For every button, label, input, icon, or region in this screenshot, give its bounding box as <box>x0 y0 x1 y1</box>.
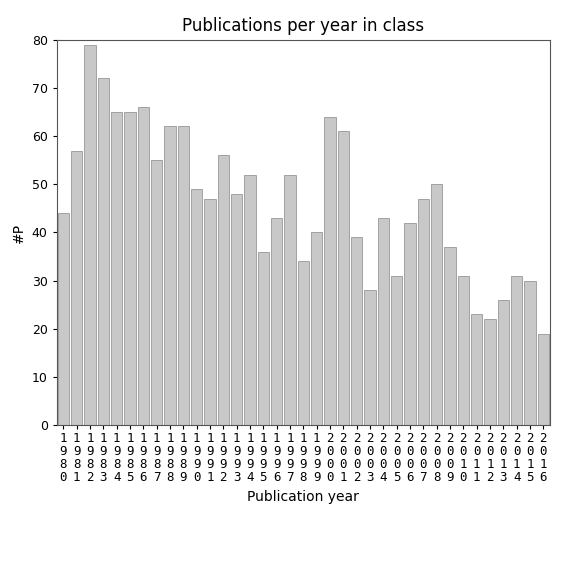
Bar <box>458 276 469 425</box>
Bar <box>431 184 442 425</box>
Bar <box>84 44 96 425</box>
Bar <box>111 112 122 425</box>
Bar <box>164 126 176 425</box>
Bar <box>471 314 483 425</box>
Bar <box>284 175 295 425</box>
Bar <box>498 300 509 425</box>
Bar <box>244 175 256 425</box>
Bar <box>445 247 456 425</box>
Bar <box>177 126 189 425</box>
X-axis label: Publication year: Publication year <box>247 490 359 503</box>
Bar <box>324 117 336 425</box>
Bar <box>71 150 82 425</box>
Bar <box>378 218 389 425</box>
Bar <box>351 237 362 425</box>
Bar <box>338 131 349 425</box>
Bar <box>365 290 376 425</box>
Bar <box>124 112 136 425</box>
Bar <box>218 155 229 425</box>
Bar <box>418 198 429 425</box>
Bar <box>138 107 149 425</box>
Bar <box>151 160 162 425</box>
Bar <box>98 78 109 425</box>
Bar <box>391 276 403 425</box>
Bar <box>231 194 242 425</box>
Bar <box>538 333 549 425</box>
Bar <box>257 252 269 425</box>
Bar <box>311 232 323 425</box>
Bar <box>404 223 416 425</box>
Title: Publications per year in class: Publications per year in class <box>182 18 425 35</box>
Bar <box>271 218 282 425</box>
Bar <box>204 198 215 425</box>
Bar <box>298 261 309 425</box>
Bar <box>484 319 496 425</box>
Y-axis label: #P: #P <box>12 222 26 243</box>
Bar <box>191 189 202 425</box>
Bar <box>58 213 69 425</box>
Bar <box>511 276 522 425</box>
Bar <box>524 281 536 425</box>
